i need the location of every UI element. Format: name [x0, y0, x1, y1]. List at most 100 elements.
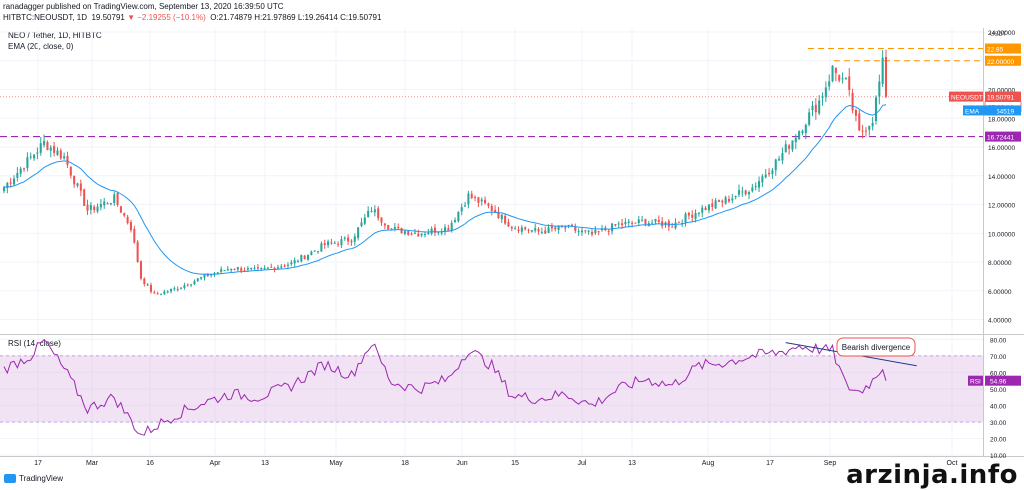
candle-body	[2, 187, 6, 192]
candle-body	[818, 100, 821, 114]
candle-body	[747, 192, 751, 195]
candle-body	[607, 230, 610, 232]
candle-body	[276, 267, 279, 269]
candle-body	[801, 130, 804, 133]
candle-body	[754, 186, 757, 188]
tradingview-logo[interactable]: TradingView	[4, 474, 63, 483]
candle-body	[256, 267, 259, 269]
chart-header: ranadagger published on TradingView.com,…	[0, 0, 1024, 28]
candle-body	[397, 226, 400, 228]
candle-body	[848, 76, 851, 91]
candle-body	[149, 285, 153, 292]
target-2-tag-label: 22.85	[987, 47, 1004, 54]
candle-body	[410, 233, 413, 235]
candle-body	[16, 172, 19, 178]
candle-body	[99, 204, 102, 208]
time-tick-label: 17	[766, 460, 774, 467]
brand-name: TradingView	[19, 474, 64, 483]
candle-body	[861, 130, 864, 132]
candle-body	[520, 227, 523, 232]
target-1-tag-label: 22.00000	[987, 59, 1014, 66]
candle-body	[530, 230, 533, 232]
rsi-band	[0, 355, 983, 422]
candle-body	[193, 281, 196, 285]
candle-body	[183, 285, 186, 288]
candle-body	[383, 223, 386, 226]
candle-body	[210, 274, 213, 276]
candle-body	[504, 215, 507, 224]
rsi-legend: RSI (14, close)	[8, 339, 61, 348]
candle-body	[554, 227, 557, 230]
candle-body	[370, 211, 373, 213]
rsi-tick-label: 30.00	[990, 420, 1007, 427]
candle-body	[310, 251, 313, 255]
candle-body	[721, 200, 724, 203]
candle-body	[617, 223, 620, 225]
ema-tag-label: 18.54519	[987, 108, 1014, 115]
time-tick-label: 13	[628, 460, 636, 467]
axis-unit: USDT	[990, 32, 1007, 38]
candle-body	[270, 266, 273, 268]
footer	[0, 470, 1024, 490]
candle-body	[380, 217, 383, 223]
candle-body	[507, 222, 510, 227]
candle-body	[457, 211, 460, 222]
candle-body	[250, 267, 253, 270]
candle-body	[106, 203, 109, 205]
price-tick-label: 6.00000	[988, 289, 1012, 296]
rsi-last-tag	[985, 375, 1021, 386]
candle-body	[560, 226, 563, 228]
candle-body	[86, 204, 89, 211]
candle-body	[266, 267, 269, 269]
candle-body	[453, 220, 457, 222]
candle-body	[470, 193, 473, 199]
time-tick-label: Sep	[824, 460, 837, 467]
candle-body	[29, 156, 32, 158]
candle-body	[878, 81, 881, 97]
candle-body	[273, 267, 276, 270]
candle-body	[687, 212, 690, 216]
candle-body	[350, 240, 353, 243]
candle-body	[677, 221, 680, 223]
candle-body	[56, 150, 59, 155]
candle-body	[544, 230, 547, 234]
candle-body	[143, 278, 146, 285]
rsi-tick-label: 10.00	[990, 453, 1007, 460]
candle-body	[89, 204, 92, 210]
candle-body	[540, 231, 543, 233]
candle-body	[43, 140, 46, 146]
candle-body	[714, 200, 717, 209]
time-tick-label: Oct	[947, 460, 958, 467]
candle-body	[791, 140, 794, 150]
candle-body	[233, 268, 236, 270]
candle-body	[146, 284, 149, 286]
candle-body	[153, 292, 156, 294]
candle-body	[300, 255, 303, 262]
candle-body	[403, 231, 406, 235]
target-1-tag	[985, 55, 1021, 66]
candle-body	[6, 182, 9, 189]
candle-body	[798, 131, 801, 139]
candle-body	[811, 105, 814, 111]
price-chart[interactable]: Bearish divergence USDT 24.00000 22.00000…	[0, 0, 1024, 470]
candle-body	[567, 224, 570, 227]
price-tick-label: 14.00000	[988, 174, 1015, 181]
candle-body	[417, 233, 420, 237]
candle-body	[858, 113, 861, 131]
candle-body	[9, 182, 12, 184]
candle-body	[303, 255, 306, 259]
candle-body	[367, 210, 370, 218]
candle-body	[641, 220, 644, 222]
candle-body	[484, 199, 487, 204]
candle-body	[587, 230, 590, 232]
candle-body	[884, 56, 888, 97]
candle-body	[39, 143, 42, 153]
candle-body	[694, 212, 697, 219]
candle-body	[280, 266, 283, 268]
candle-body	[96, 206, 99, 212]
candle-body	[220, 269, 223, 272]
tradingview-logo-icon	[4, 474, 16, 483]
rsi-name-label: RSI	[970, 379, 981, 386]
candle-body	[59, 150, 62, 159]
candle-body	[443, 227, 447, 232]
